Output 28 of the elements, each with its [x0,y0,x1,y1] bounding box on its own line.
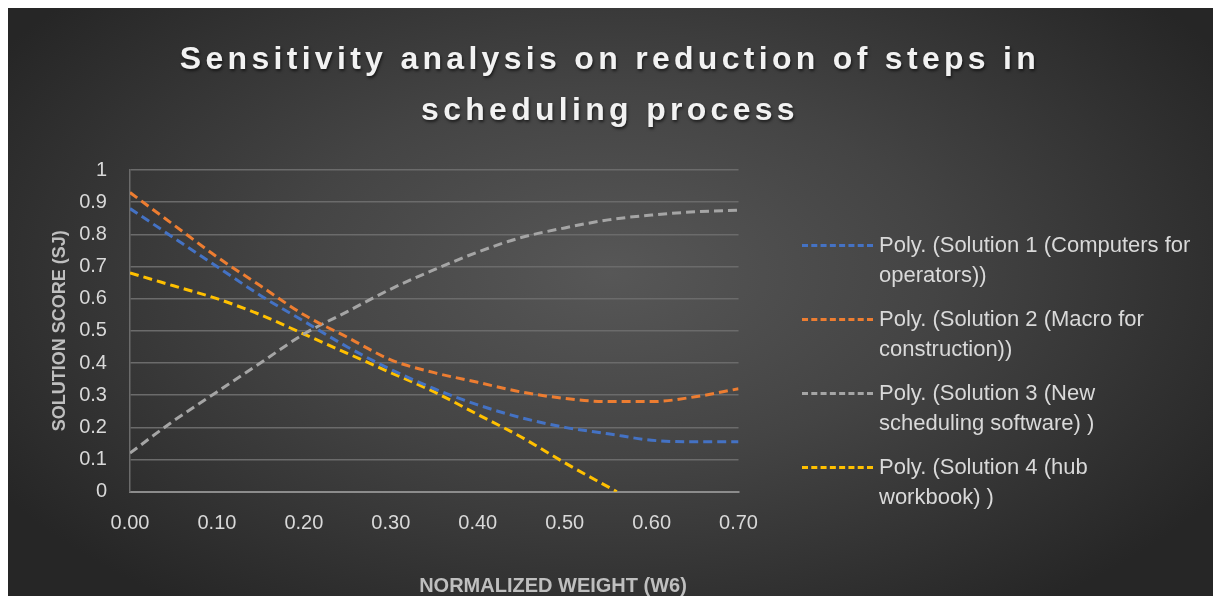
y-tick-label: 0.8 [79,221,107,244]
x-tick-label: 0.30 [371,511,411,534]
line-series [130,191,739,404]
x-tick-label: 0.10 [197,511,237,534]
x-tick-label: 0.60 [632,511,672,534]
line-series [130,271,619,492]
legend-label: Poly. (Solution 1 (Computers for operators)) [879,231,1192,289]
y-tick-label: 0.9 [79,189,107,212]
legend-label: Poly. (Solution 4 (hub workbook) ) [879,453,1089,511]
y-tick-label: 0.1 [79,447,107,470]
x-tick-label: 0.00 [110,511,150,534]
y-tick-label: 0.6 [79,286,107,309]
y-tick-label: 0 [95,479,107,502]
x-tick-label: 0.20 [284,511,324,534]
y-axis-title: SOLUTION SCORE (SJ) [48,230,69,432]
y-tick-label: 0.5 [79,318,107,341]
chart-title: Sensitivity analysis on reduction of steps in scheduling process [178,39,1042,129]
legend-label: Poly. (Solution 3 (New scheduling software) ) [879,379,1096,437]
x-tick-label: 0.50 [545,511,585,534]
x-tick-label: 0.70 [719,511,759,534]
legend-label: Poly. (Solution 2 (Macro for construction)) [879,305,1145,363]
y-tick-label: 0.4 [79,350,107,373]
y-tick-label: 0.2 [79,414,107,437]
x-tick-label: 0.40 [458,511,498,534]
y-tick-label: 0.7 [79,254,107,277]
x-axis-title: NORMALIZED WEIGHT (W6) [418,574,688,596]
y-tick-label: 1 [95,157,107,180]
y-tick-label: 0.3 [79,382,107,405]
